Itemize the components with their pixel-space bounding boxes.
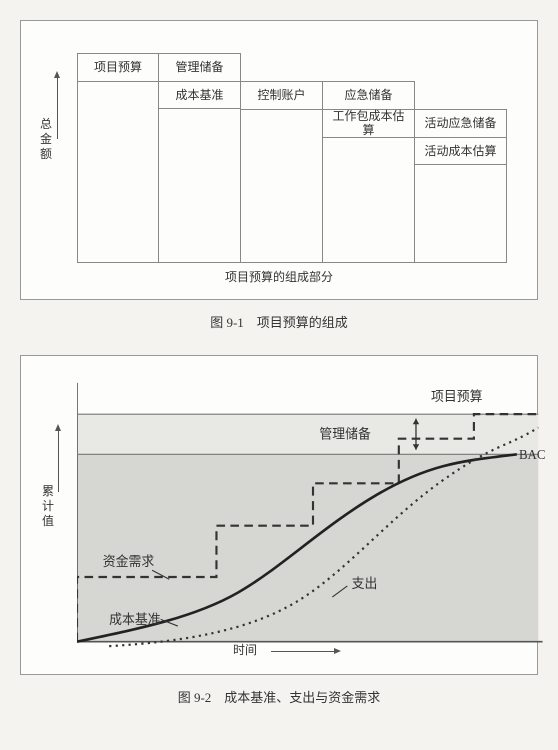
fig2-label-bac: BAC xyxy=(519,447,546,462)
fig1-bar-cell: 控制账户 xyxy=(241,82,322,110)
fig1-caption: 图 9-1 项目预算的组成 xyxy=(20,312,538,331)
fig2-label-reserve: 管理储备 xyxy=(319,425,370,441)
fig1-diagram: 总金额 项目预算管理储备成本基准控制账户应急储备工作包成本估算活动应急储备活动成… xyxy=(43,39,515,289)
fig1-bar-cell xyxy=(323,138,414,262)
fig1-y-axis-arrow xyxy=(57,77,58,139)
fig1-bar-cell: 活动应急储备 xyxy=(415,110,506,138)
fig1-bars: 项目预算管理储备成本基准控制账户应急储备工作包成本估算活动应急储备活动成本估算 xyxy=(77,53,515,263)
fig1-bar-cell xyxy=(78,82,158,262)
fig1-bar: 活动应急储备活动成本估算 xyxy=(415,109,507,263)
fig1-bar: 应急储备工作包成本估算 xyxy=(323,81,415,263)
fig1-bar-cell: 成本基准 xyxy=(159,82,240,110)
fig1-x-label: 项目预算的组成部分 xyxy=(43,268,515,285)
fig2-x-axis-arrow xyxy=(271,651,335,652)
fig1-bar-cell: 项目预算 xyxy=(78,54,158,82)
fig1-bar: 控制账户 xyxy=(241,81,323,263)
fig2-label-expenditure: 支出 xyxy=(352,576,378,591)
fig2-label-budget: 项目预算 xyxy=(431,389,482,404)
fig2-caption: 图 9-2 成本基准、支出与资金需求 xyxy=(20,687,538,706)
fig2-diagram: 累计值 项目预算管理储备BAC资金需求成本基准支出 时间 xyxy=(43,374,515,664)
fig2-y-axis-arrow xyxy=(58,430,59,492)
figure-9-1-box: 总金额 项目预算管理储备成本基准控制账户应急储备工作包成本估算活动应急储备活动成… xyxy=(20,20,538,300)
fig2-x-axis-label: 时间 xyxy=(233,641,257,658)
fig2-chart-svg: 项目预算管理储备 BAC 资金需求成本基准 支出 xyxy=(77,374,549,664)
fig1-bar-cell: 应急储备 xyxy=(323,82,414,110)
figure-9-2-box: 累计值 项目预算管理储备BAC资金需求成本基准支出 时间 xyxy=(20,355,538,675)
fig1-bar: 项目预算 xyxy=(77,53,159,263)
fig2-label-funding: 资金需求 xyxy=(103,554,154,569)
fig1-bar-cell: 工作包成本估算 xyxy=(323,110,414,138)
fig2-label-baseline: 成本基准 xyxy=(109,612,160,627)
fig1-bar-cell: 活动成本估算 xyxy=(415,138,506,166)
fig1-bar-cell xyxy=(415,165,506,262)
fig1-bar-cell: 管理储备 xyxy=(159,54,240,82)
fig1-bar-cell xyxy=(159,109,240,262)
fig2-shade-reserve xyxy=(77,414,538,454)
fig1-bar-cell xyxy=(241,110,322,262)
fig1-y-axis-label: 总金额 xyxy=(39,117,53,162)
fig2-y-axis-label: 累计值 xyxy=(41,484,55,529)
fig1-bar: 管理储备成本基准 xyxy=(159,53,241,263)
